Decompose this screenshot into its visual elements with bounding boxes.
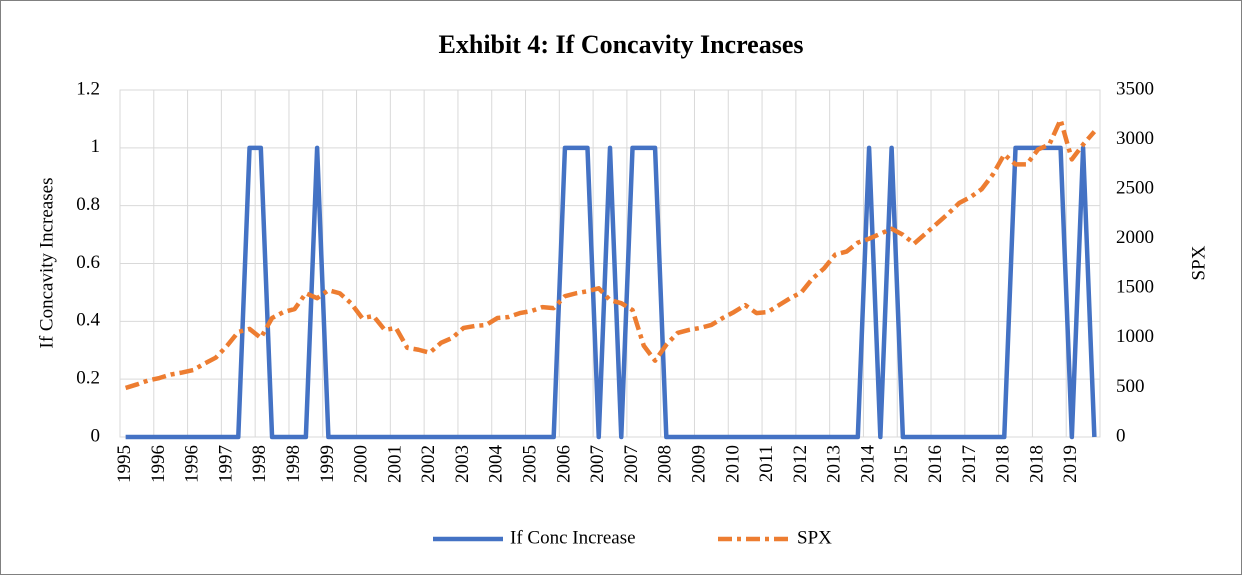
x-tick-label: 2018 xyxy=(993,445,1014,483)
x-tick-label: 1998 xyxy=(283,445,304,483)
legend-label: If Conc Increase xyxy=(510,527,636,548)
x-tick-label: 2008 xyxy=(655,445,676,483)
x-tick-label: 1995 xyxy=(114,445,135,483)
y-tick-label: 0.6 xyxy=(76,252,100,273)
x-tick-label: 1999 xyxy=(317,445,338,483)
x-tick-label: 2010 xyxy=(722,445,743,483)
x-tick-label: 2014 xyxy=(857,445,878,484)
x-tick-label: 2007 xyxy=(621,445,642,483)
y-tick-label: 1 xyxy=(91,136,101,157)
plot-border xyxy=(119,89,1101,438)
x-tick-label: 2000 xyxy=(351,445,372,483)
x-tick-label: 2005 xyxy=(520,445,541,483)
x-tick-label: 2007 xyxy=(587,445,608,483)
x-tick-label: 2009 xyxy=(688,445,709,483)
chart-title: Exhibit 4: If Concavity Increases xyxy=(439,30,804,59)
x-tick-label: 2016 xyxy=(925,445,946,483)
y2-tick-label: 2000 xyxy=(1116,227,1154,248)
x-tick-label: 1996 xyxy=(148,445,169,483)
x-tick-label: 2003 xyxy=(452,445,473,483)
x-tick-label: 2013 xyxy=(824,445,845,483)
y2-tick-label: 3000 xyxy=(1116,128,1154,149)
series-line xyxy=(125,145,1097,440)
x-tick-label: 2019 xyxy=(1060,445,1081,483)
legend-label: SPX xyxy=(797,527,832,548)
y-tick-label: 1.2 xyxy=(76,78,100,99)
y2-tick-label: 1000 xyxy=(1116,326,1154,347)
y2-axis-label: SPX xyxy=(1188,245,1209,280)
y-tick-label: 0.2 xyxy=(76,368,100,389)
x-tick-label: 2006 xyxy=(553,445,574,483)
y-tick-label: 0.8 xyxy=(76,194,100,215)
x-tick-label: 1996 xyxy=(182,445,203,483)
y-tick-label: 0.4 xyxy=(76,310,100,331)
x-tick-label: 2001 xyxy=(384,445,405,483)
y2-tick-label: 1500 xyxy=(1116,277,1154,298)
x-tick-label: 1998 xyxy=(249,445,270,483)
x-tick-label: 2011 xyxy=(756,445,777,482)
x-tick-label: 2015 xyxy=(891,445,912,483)
y2-tick-label: 500 xyxy=(1116,376,1145,397)
x-tick-label: 2018 xyxy=(1026,445,1047,483)
x-tick-label: 2017 xyxy=(959,445,980,483)
x-tick-label: 2012 xyxy=(790,445,811,483)
y2-tick-label: 0 xyxy=(1116,425,1126,446)
x-tick-label: 1997 xyxy=(215,445,236,483)
y-axis-label: If Concavity Increases xyxy=(36,178,57,349)
y2-tick-label: 2500 xyxy=(1116,178,1154,199)
y-tick-label: 0 xyxy=(91,425,101,446)
y2-tick-label: 3500 xyxy=(1116,78,1154,99)
x-tick-label: 2004 xyxy=(486,445,507,484)
x-tick-label: 2002 xyxy=(418,445,439,483)
